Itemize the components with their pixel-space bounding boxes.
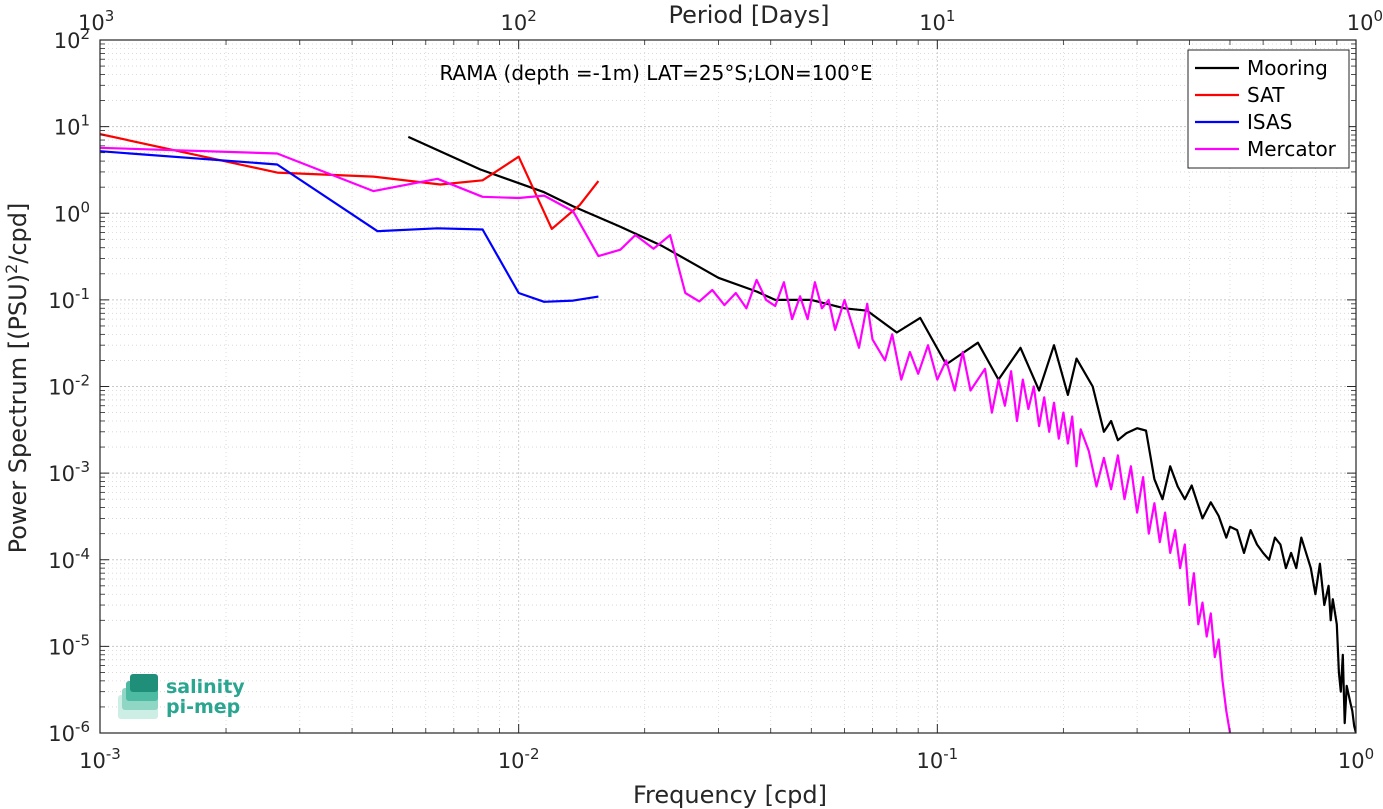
series-line-mooring xyxy=(407,135,1356,733)
logo-wave-icon xyxy=(118,674,158,719)
x2-tick-label: 100 xyxy=(1347,7,1383,35)
legend-label-mercator: Mercator xyxy=(1247,137,1337,161)
series-line-isas xyxy=(100,150,599,303)
y-axis-label-unit: /cpd] xyxy=(4,203,32,264)
x2-axis-label: Period [Days] xyxy=(668,1,829,29)
y-tick-label: 10-2 xyxy=(48,372,90,400)
salinity-pi-mep-logo: salinity pi-mep xyxy=(118,674,245,719)
x-axis-label: Frequency [cpd] xyxy=(633,781,827,809)
y-tick-label: 101 xyxy=(54,112,90,140)
legend: Mooring SAT ISAS Mercator xyxy=(1187,49,1350,169)
major-grid xyxy=(99,39,1357,734)
y-axis-label-main: Power Spectrum [(PSU) xyxy=(4,274,32,553)
y-tick-label: 10-5 xyxy=(48,631,90,659)
y-axis-label: Power Spectrum [(PSU)2/cpd] xyxy=(2,203,33,554)
tick-marks xyxy=(99,39,1357,734)
y-tick-label: 102 xyxy=(54,25,90,53)
series-layer xyxy=(100,133,1356,733)
logo-text: salinity xyxy=(166,676,245,698)
legend-label-mooring: Mooring xyxy=(1247,56,1328,80)
y-tick-label: 10-4 xyxy=(48,545,90,573)
x-tick-label: 10-3 xyxy=(79,745,121,773)
series-line-sat xyxy=(100,133,600,230)
x2-tick-label: 101 xyxy=(919,7,955,35)
legend-label-sat: SAT xyxy=(1247,83,1285,107)
y-tick-label: 10-1 xyxy=(48,285,90,313)
x2-tick-label: 102 xyxy=(501,7,537,35)
y-tick-label: 10-6 xyxy=(48,718,90,746)
x-tick-label: 100 xyxy=(1338,745,1374,773)
y-tick-label: 10-3 xyxy=(48,458,90,486)
legend-label-isas: ISAS xyxy=(1247,110,1292,134)
minor-grid xyxy=(100,40,1356,733)
logo-text-2: pi-mep xyxy=(166,696,240,718)
x-tick-label: 10-2 xyxy=(498,745,540,773)
x2-tick-label: 103 xyxy=(78,7,114,35)
series-line-mercator xyxy=(100,146,1232,733)
chart-title: RAMA (depth =-1m) LAT=25°S;LON=100°E xyxy=(439,61,872,85)
y-tick-label: 100 xyxy=(54,198,90,226)
y-axis-label-exp: 2 xyxy=(2,264,21,274)
x-tick-label: 10-1 xyxy=(916,745,958,773)
